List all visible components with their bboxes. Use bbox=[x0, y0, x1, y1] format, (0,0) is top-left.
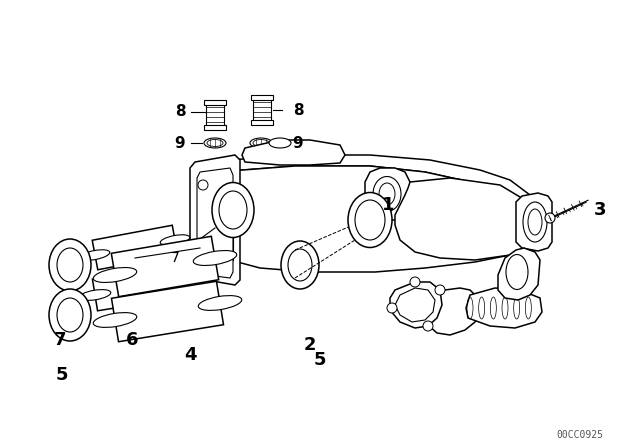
Polygon shape bbox=[111, 281, 223, 342]
Ellipse shape bbox=[219, 191, 247, 229]
Polygon shape bbox=[242, 140, 345, 165]
Ellipse shape bbox=[93, 267, 137, 283]
Text: 8: 8 bbox=[175, 103, 186, 119]
Text: 7: 7 bbox=[54, 331, 67, 349]
Text: 4: 4 bbox=[184, 346, 196, 364]
Polygon shape bbox=[190, 155, 240, 285]
Polygon shape bbox=[92, 266, 177, 311]
Circle shape bbox=[423, 321, 433, 331]
Polygon shape bbox=[395, 178, 530, 260]
Ellipse shape bbox=[93, 313, 137, 327]
Circle shape bbox=[387, 303, 397, 313]
Ellipse shape bbox=[207, 139, 223, 146]
Circle shape bbox=[198, 180, 208, 190]
Polygon shape bbox=[498, 248, 540, 300]
Ellipse shape bbox=[160, 235, 190, 245]
Ellipse shape bbox=[379, 183, 395, 205]
Circle shape bbox=[435, 285, 445, 295]
Text: 9: 9 bbox=[292, 135, 303, 151]
Polygon shape bbox=[251, 120, 273, 125]
Polygon shape bbox=[92, 225, 178, 270]
Polygon shape bbox=[197, 168, 233, 278]
Text: 00CC0925: 00CC0925 bbox=[557, 430, 604, 440]
Ellipse shape bbox=[204, 138, 226, 148]
Polygon shape bbox=[466, 288, 542, 328]
Polygon shape bbox=[111, 236, 219, 297]
Ellipse shape bbox=[57, 298, 83, 332]
Ellipse shape bbox=[348, 193, 392, 247]
Ellipse shape bbox=[269, 138, 291, 148]
Polygon shape bbox=[204, 125, 226, 130]
Ellipse shape bbox=[506, 254, 528, 289]
Polygon shape bbox=[230, 166, 530, 272]
Text: 3: 3 bbox=[594, 201, 606, 219]
Text: 7: 7 bbox=[171, 251, 179, 265]
Polygon shape bbox=[251, 95, 273, 100]
Text: 5: 5 bbox=[56, 366, 68, 384]
Ellipse shape bbox=[250, 138, 272, 148]
Ellipse shape bbox=[198, 296, 242, 310]
Text: 8: 8 bbox=[292, 103, 303, 117]
Ellipse shape bbox=[528, 209, 542, 235]
Ellipse shape bbox=[373, 177, 401, 211]
Polygon shape bbox=[390, 282, 442, 328]
Polygon shape bbox=[365, 168, 410, 220]
Text: 6: 6 bbox=[125, 331, 138, 349]
Text: 9: 9 bbox=[175, 135, 186, 151]
Ellipse shape bbox=[49, 289, 91, 341]
Text: 2: 2 bbox=[304, 336, 316, 354]
Polygon shape bbox=[516, 193, 552, 251]
Ellipse shape bbox=[288, 249, 312, 281]
Circle shape bbox=[198, 259, 208, 269]
Polygon shape bbox=[230, 155, 535, 208]
Ellipse shape bbox=[159, 276, 191, 287]
Polygon shape bbox=[395, 288, 435, 322]
Ellipse shape bbox=[79, 289, 111, 301]
Ellipse shape bbox=[281, 241, 319, 289]
Ellipse shape bbox=[523, 202, 547, 242]
Polygon shape bbox=[425, 288, 480, 335]
Circle shape bbox=[545, 213, 555, 223]
Ellipse shape bbox=[193, 250, 237, 266]
Text: 1: 1 bbox=[381, 196, 394, 214]
Polygon shape bbox=[204, 100, 226, 105]
Polygon shape bbox=[253, 98, 271, 122]
Ellipse shape bbox=[57, 248, 83, 282]
Ellipse shape bbox=[253, 139, 269, 146]
Ellipse shape bbox=[80, 250, 110, 260]
Ellipse shape bbox=[49, 239, 91, 291]
Polygon shape bbox=[206, 103, 224, 127]
Text: 5: 5 bbox=[314, 351, 326, 369]
Ellipse shape bbox=[355, 200, 385, 240]
Circle shape bbox=[410, 277, 420, 287]
Ellipse shape bbox=[212, 182, 254, 237]
